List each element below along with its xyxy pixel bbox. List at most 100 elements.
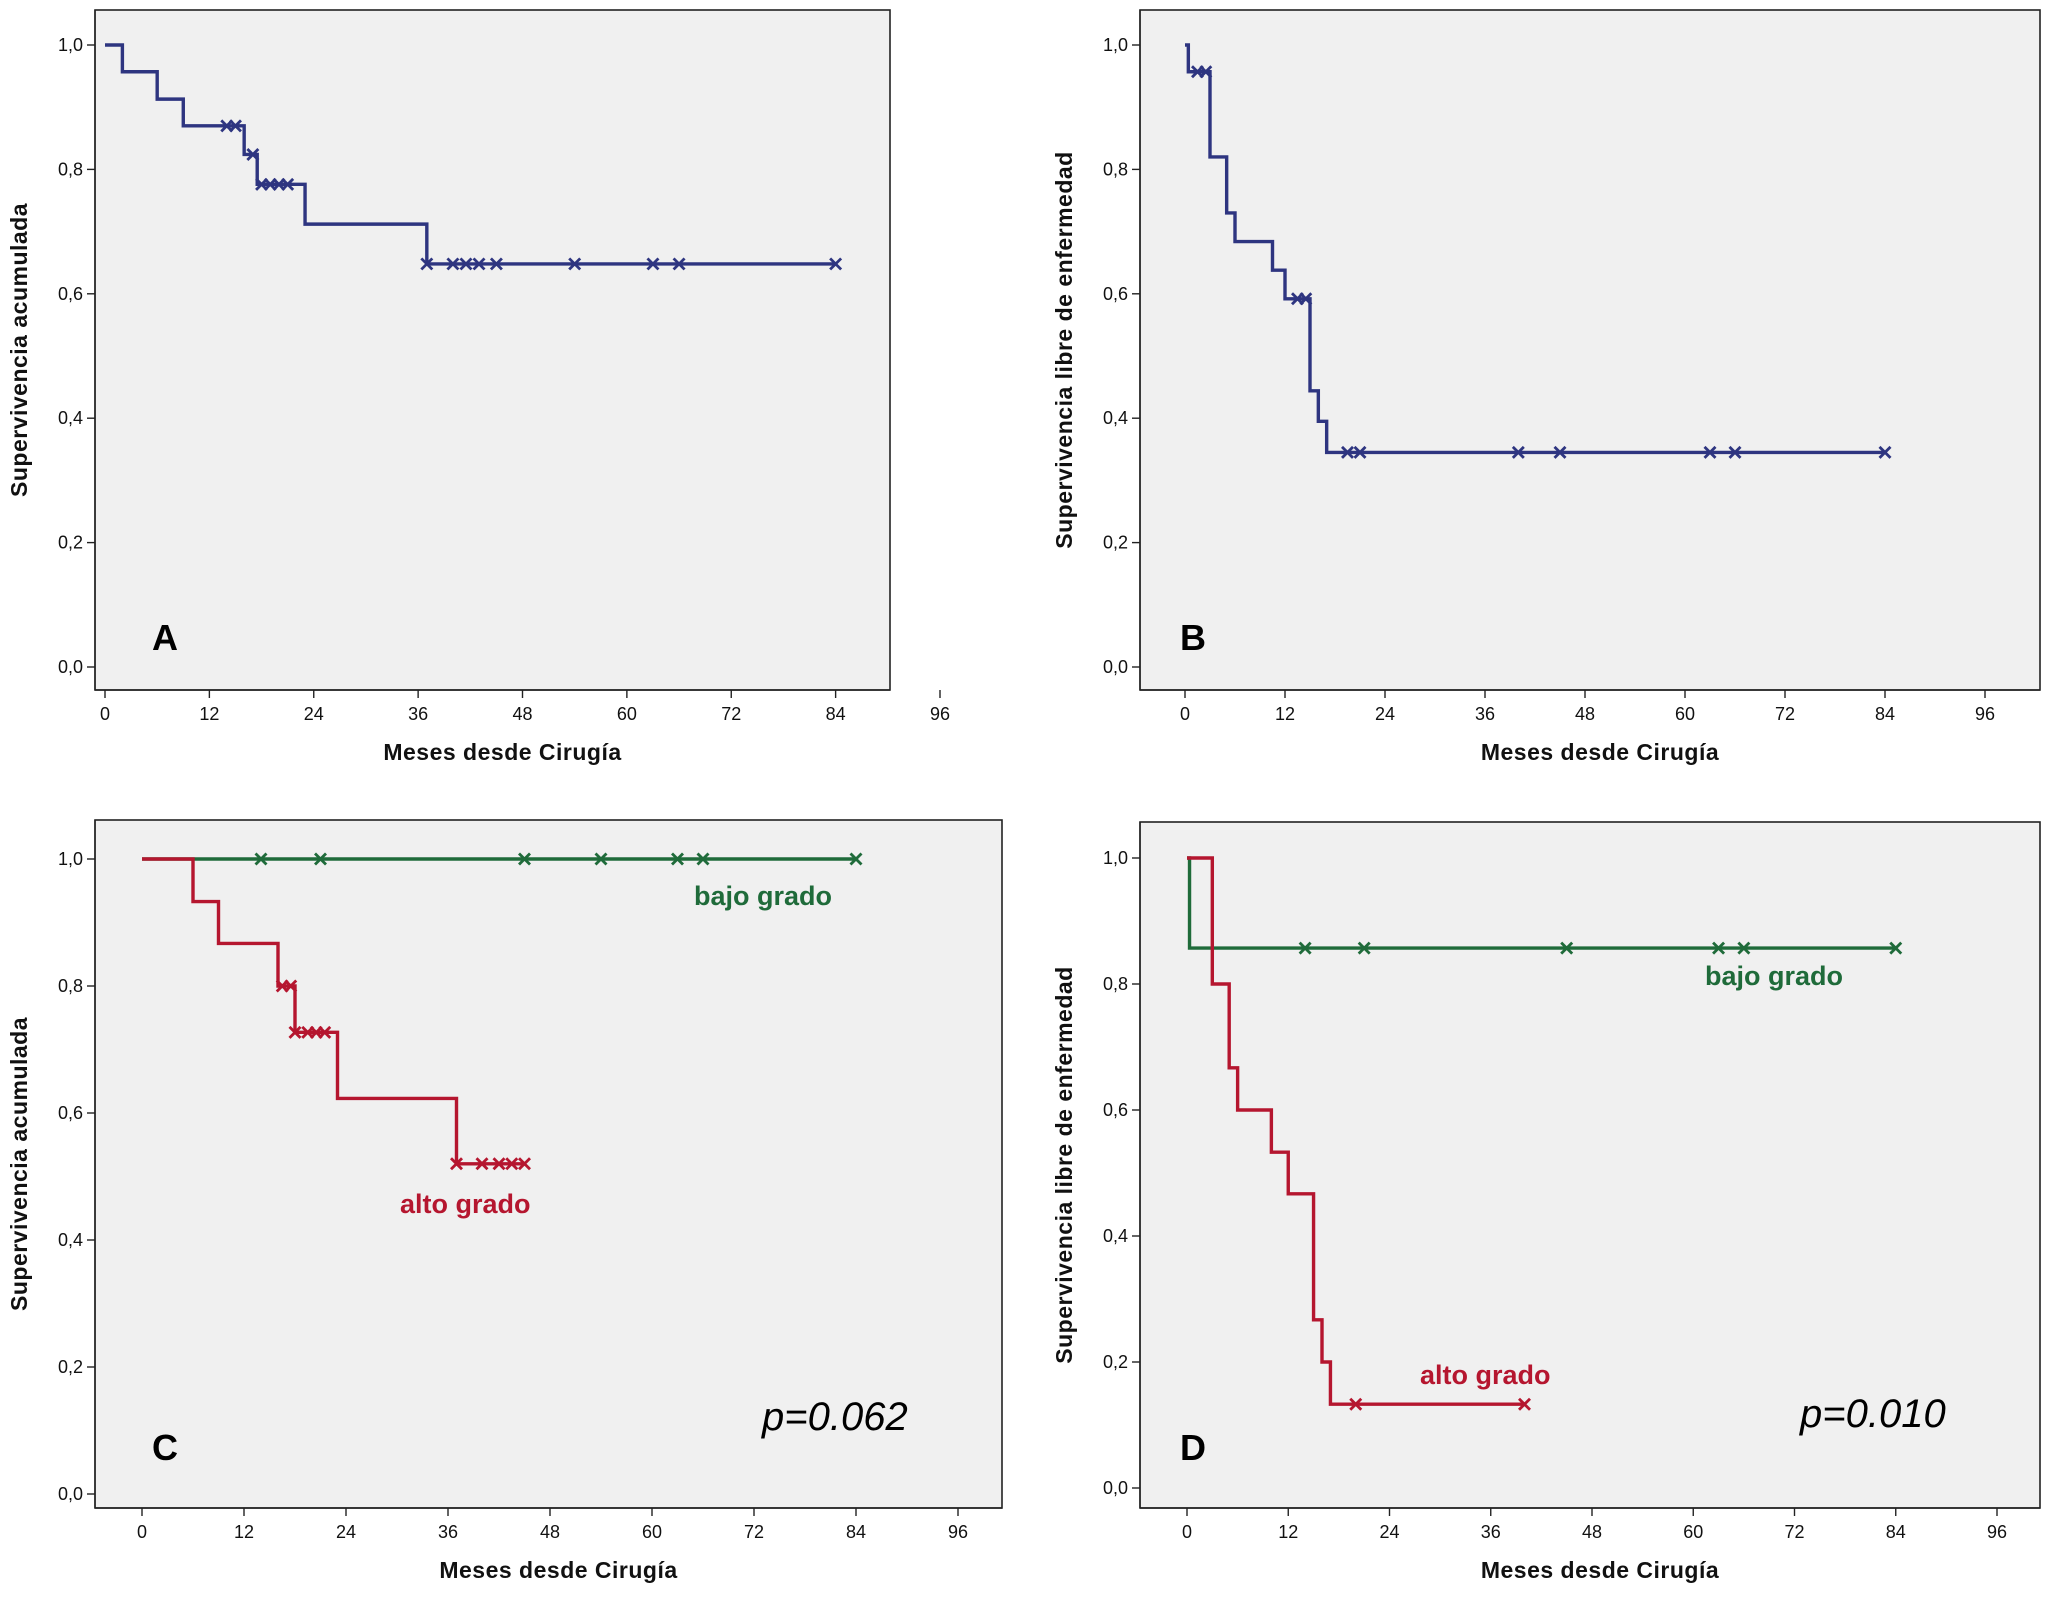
x-tick-label: 96 — [1987, 1522, 2007, 1542]
x-tick-label: 0 — [100, 704, 110, 724]
y-tick-label: 0,4 — [1103, 408, 1128, 428]
panel-c: 0 12 24 36 48 60 72 84 96 0,0 0,2 0,4 0,6 0,8 1,0 Mese… — [6, 819, 1003, 1583]
x-tick-label: 12 — [199, 704, 219, 724]
censor-mark — [671, 852, 684, 866]
censor-mark — [1357, 941, 1371, 955]
survival-curve — [1185, 43, 1885, 455]
panel-letter: D — [1180, 1427, 1206, 1468]
y-tick-label: 0,0 — [58, 657, 83, 677]
x-tick-label: 60 — [642, 1522, 662, 1542]
x-tick-label: 84 — [826, 704, 846, 724]
censor-mark — [1553, 445, 1567, 459]
censor-mark — [314, 852, 327, 866]
x-tick-label: 36 — [1475, 704, 1495, 724]
series-label-alto-grado: alto grado — [400, 1189, 531, 1219]
censor-mark — [1341, 445, 1354, 459]
censor-mark — [505, 1157, 519, 1171]
y-tick-label: 0,2 — [1103, 1352, 1128, 1372]
x-tick-label: 84 — [1875, 704, 1895, 724]
y-tick-label: 0,0 — [1103, 1478, 1128, 1498]
plot-area — [94, 819, 1003, 1509]
p-value: p=0.010 — [1799, 1392, 1946, 1436]
axes: 0 12 24 36 48 60 72 84 96 0,0 0,2 0,4 0,6 0,8 1,0 — [1103, 822, 2040, 1542]
censor-mark — [254, 852, 268, 866]
censor-mark — [1518, 1397, 1531, 1411]
y-tick-label: 0,8 — [1103, 159, 1128, 179]
y-axis-title: Supervivencia libre de enfermedad — [1051, 966, 1077, 1363]
y-tick-label: 0,2 — [58, 533, 83, 553]
censor-mark — [1889, 941, 1903, 955]
y-tick-label: 0,2 — [1103, 533, 1128, 553]
censor-mark — [472, 257, 486, 271]
x-tick-label: 24 — [1375, 704, 1395, 724]
censor-mark — [446, 257, 460, 271]
censor-mark — [1703, 445, 1717, 459]
censor-mark — [1560, 941, 1574, 955]
marks — [105, 43, 843, 271]
y-tick-label: 0,4 — [58, 1230, 83, 1250]
censor-mark — [281, 177, 295, 191]
censor-mark — [288, 1025, 302, 1039]
marks — [142, 852, 863, 1171]
x-tick-label: 36 — [438, 1522, 458, 1542]
censor-mark — [568, 257, 582, 271]
x-tick-label: 0 — [1180, 704, 1190, 724]
censor-mark — [1728, 445, 1742, 459]
x-tick-label: 24 — [336, 1522, 356, 1542]
x-axis-title: Meses desde Cirugía — [383, 739, 621, 765]
x-tick-label: 60 — [1675, 704, 1695, 724]
x-tick-label: 48 — [512, 704, 532, 724]
censor-mark — [318, 1025, 332, 1039]
x-tick-label: 60 — [617, 704, 637, 724]
y-tick-label: 0,8 — [58, 159, 83, 179]
censor-mark — [646, 257, 660, 271]
x-tick-label: 12 — [1278, 1522, 1298, 1542]
survival-curve — [1187, 856, 1525, 1406]
y-tick-label: 0,0 — [58, 1484, 83, 1504]
axes: 0 12 24 36 48 60 72 84 96 0,0 0,2 0,4 0,6 0,8 1,0 — [58, 10, 950, 724]
x-tick-label: 36 — [408, 704, 428, 724]
survival-curve — [105, 43, 836, 266]
x-tick-label: 0 — [137, 1522, 147, 1542]
censor-mark — [1299, 292, 1313, 306]
censor-mark — [1712, 941, 1726, 955]
marks — [1187, 856, 1903, 1411]
y-tick-label: 0,8 — [58, 976, 83, 996]
x-tick-label: 72 — [721, 704, 741, 724]
censor-mark — [849, 852, 863, 866]
censor-mark — [1511, 445, 1525, 459]
censor-mark — [459, 257, 473, 271]
plot-area — [1139, 9, 2041, 691]
y-tick-label: 0,6 — [58, 284, 83, 304]
censor-mark — [492, 1157, 506, 1171]
censor-mark — [284, 979, 298, 993]
x-tick-label: 36 — [1481, 1522, 1501, 1542]
censor-mark — [228, 119, 242, 133]
x-tick-label: 48 — [1575, 704, 1595, 724]
marks — [1185, 43, 1892, 459]
censor-mark — [518, 1157, 531, 1171]
plot-area — [94, 9, 891, 691]
axes: 0 12 24 36 48 60 72 84 96 0,0 0,2 0,4 0,6 0,8 1,0 — [1103, 10, 2040, 724]
censor-mark — [489, 257, 503, 271]
censor-mark — [450, 1157, 463, 1171]
series-label-bajo-grado: bajo grado — [1705, 961, 1843, 991]
y-tick-label: 1,0 — [58, 849, 83, 869]
x-tick-label: 60 — [1683, 1522, 1703, 1542]
y-tick-label: 1,0 — [1103, 848, 1128, 868]
x-tick-label: 96 — [930, 704, 950, 724]
y-tick-label: 0,4 — [58, 408, 83, 428]
panel-letter: B — [1180, 617, 1206, 658]
y-tick-label: 1,0 — [58, 35, 83, 55]
x-tick-label: 0 — [1182, 1522, 1192, 1542]
axes: 0 12 24 36 48 60 72 84 96 0,0 0,2 0,4 0,6 0,8 1,0 — [58, 820, 1002, 1542]
y-axis-title: Supervivencia libre de enfermedad — [1051, 151, 1077, 548]
x-tick-label: 48 — [540, 1522, 560, 1542]
x-tick-label: 84 — [1886, 1522, 1906, 1542]
x-tick-label: 24 — [1379, 1522, 1399, 1542]
censor-mark — [246, 147, 260, 161]
x-axis-title: Meses desde Cirugía — [439, 1557, 677, 1583]
panel-a: 0 12 24 36 48 60 72 84 96 0,0 0,2 0,4 0,6 0,8 1,0 Mese… — [6, 9, 950, 765]
x-axis-title: Meses desde Cirugía — [1481, 739, 1719, 765]
